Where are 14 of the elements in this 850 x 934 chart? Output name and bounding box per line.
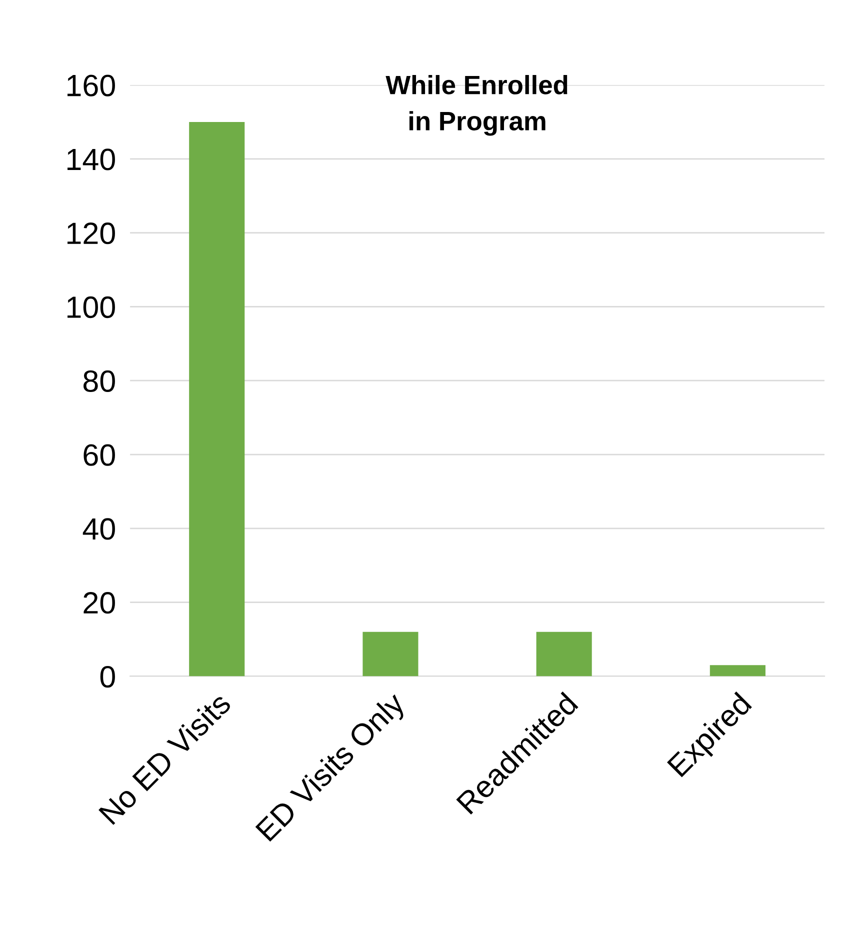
bar — [536, 632, 592, 676]
y-tick-label: 140 — [68, 148, 115, 170]
y-tick-label: 160 — [68, 74, 115, 96]
y-tick-label: 100 — [68, 296, 115, 318]
y-tick-label: 0 — [100, 666, 115, 688]
y-tick-label: 60 — [84, 444, 115, 466]
bar — [710, 665, 766, 676]
y-tick-label: 80 — [84, 370, 115, 392]
chart-title: While Enrolled in Program — [386, 74, 568, 136]
y-tick-label: 120 — [68, 222, 115, 244]
y-tick-label: 20 — [84, 592, 115, 614]
y-tick-label: 40 — [82, 518, 115, 540]
bar — [189, 122, 245, 676]
bar — [362, 632, 418, 676]
